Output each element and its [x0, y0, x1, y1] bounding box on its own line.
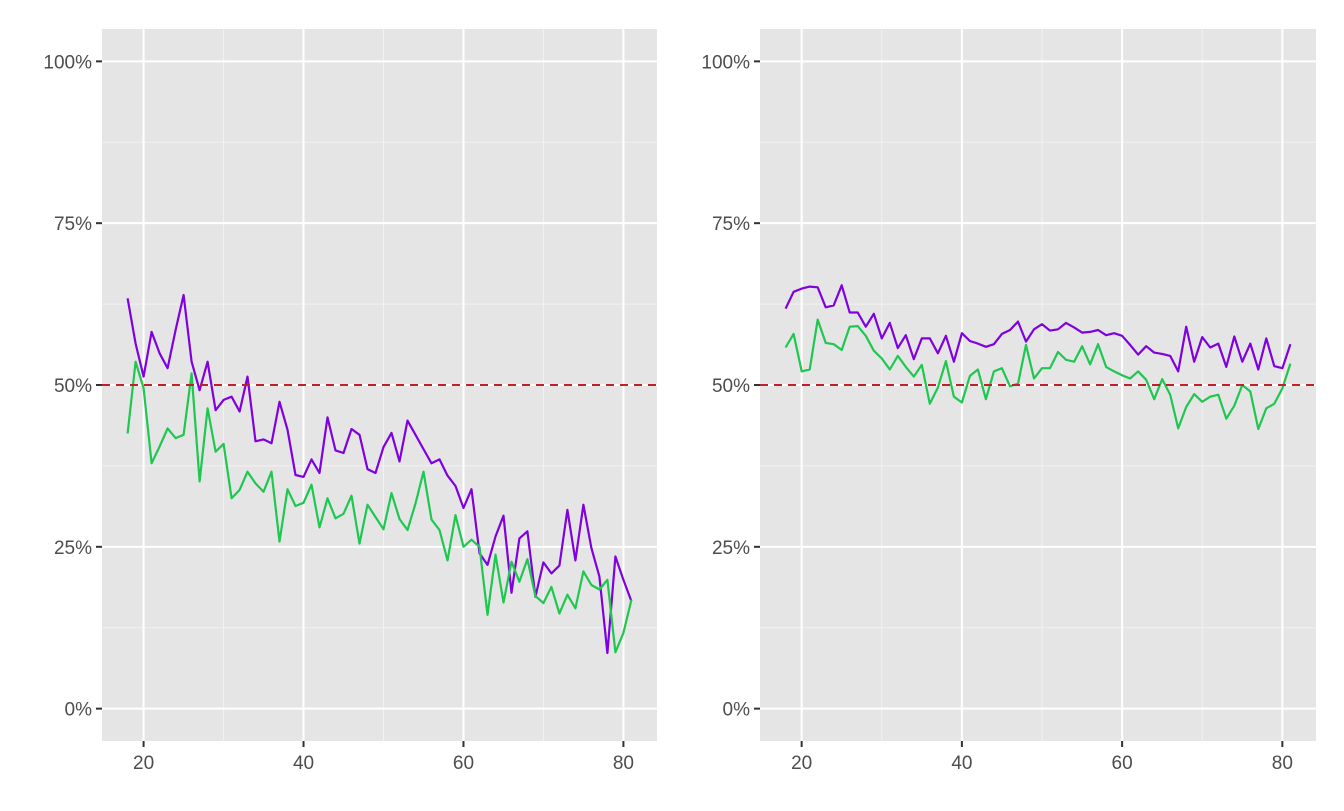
panel-1: 20 40 60 80 0% 25% 50% 75% 100% — [43, 29, 657, 774]
x-tick-label: 80 — [1272, 753, 1293, 774]
x-tick-label: 80 — [613, 753, 634, 774]
series-line-purple — [126, 293, 633, 655]
y-tick-label: 25% — [54, 538, 92, 559]
series-line-green — [784, 318, 1292, 431]
x-tick-label: 20 — [133, 753, 154, 774]
y-tick-label: 50% — [712, 376, 750, 397]
y-tick-label: 0% — [65, 700, 93, 721]
x-tick-label: 40 — [951, 753, 972, 774]
series-line-purple — [784, 284, 1292, 373]
x-tick-label: 60 — [1112, 753, 1133, 774]
y-tick-label: 50% — [54, 376, 92, 397]
y-tick-label: 75% — [54, 214, 92, 235]
y-tick-label: 0% — [723, 700, 751, 721]
x-tick-label: 40 — [293, 753, 314, 774]
y-tick-label: 100% — [43, 52, 92, 73]
x-tick-label: 20 — [791, 753, 812, 774]
y-tick-label: 75% — [712, 214, 750, 235]
y-tick-label: 25% — [712, 538, 750, 559]
x-tick-label: 60 — [453, 753, 474, 774]
panel-2: 20 40 60 80 0% 25% 50% 75% 100% — [701, 29, 1316, 774]
y-tick-label: 100% — [701, 52, 750, 73]
series-line-green — [126, 360, 633, 654]
